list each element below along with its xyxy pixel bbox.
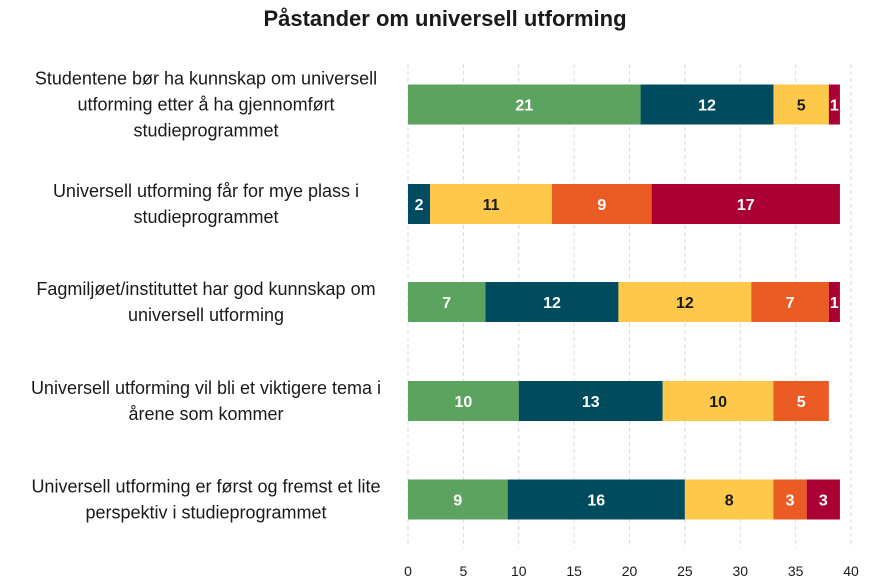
data-label: 3 bbox=[819, 493, 828, 510]
bar-segment bbox=[640, 84, 774, 125]
data-label: 1 bbox=[830, 295, 839, 312]
data-label: 11 bbox=[483, 197, 500, 214]
data-label: 13 bbox=[582, 394, 600, 411]
category-label: utforming etter å ha gjennomført bbox=[77, 95, 334, 115]
data-label: 5 bbox=[797, 98, 806, 115]
x-tick-label: 10 bbox=[511, 563, 527, 579]
category-label: studieprogrammet bbox=[133, 121, 278, 141]
data-label: 3 bbox=[786, 493, 795, 510]
category-label: universell utforming bbox=[128, 305, 284, 325]
bar-segment bbox=[408, 381, 519, 421]
data-label: 10 bbox=[454, 394, 472, 411]
labels-layer: 21 12 5 12 11 9 177 12 12 7 110 13 10 59 16 8 3 3 bbox=[415, 98, 839, 510]
x-tick-label: 0 bbox=[404, 563, 412, 579]
data-label: 17 bbox=[737, 197, 755, 214]
bar-segment bbox=[618, 282, 752, 322]
bar-segment bbox=[773, 84, 829, 125]
bar-segment bbox=[408, 479, 508, 520]
data-label: 5 bbox=[797, 394, 806, 411]
data-label: 9 bbox=[453, 493, 462, 510]
x-tick-label: 25 bbox=[677, 563, 693, 579]
bar-segment bbox=[408, 282, 486, 322]
bars-layer bbox=[408, 84, 840, 520]
data-label: 7 bbox=[786, 295, 795, 312]
bar-segment bbox=[551, 184, 652, 224]
bar-segment bbox=[408, 84, 641, 125]
bar-segment bbox=[408, 184, 431, 224]
x-tick-label: 40 bbox=[843, 563, 859, 579]
category-label: perspektiv i studieprogrammet bbox=[85, 503, 326, 523]
data-label: 12 bbox=[543, 295, 561, 312]
bar-segment bbox=[828, 84, 840, 125]
bar-segment bbox=[662, 381, 774, 421]
x-tick-label: 35 bbox=[788, 563, 804, 579]
bar-segment bbox=[773, 381, 829, 421]
data-label: 10 bbox=[709, 394, 727, 411]
data-label: 2 bbox=[415, 197, 424, 214]
category-label: Universell utforming vil bli et viktiger… bbox=[31, 378, 381, 398]
x-tick-label: 5 bbox=[459, 563, 467, 579]
data-label: 1 bbox=[830, 98, 839, 115]
category-label: studieprogrammet bbox=[133, 207, 278, 227]
bar-segment bbox=[651, 184, 840, 224]
bar-segment bbox=[806, 479, 840, 520]
bar-segment bbox=[507, 479, 685, 520]
category-label: Universell utforming får for mye plass i bbox=[53, 181, 359, 201]
data-label: 7 bbox=[442, 295, 451, 312]
data-label: 8 bbox=[725, 493, 734, 510]
category-label: Fagmiljøet/instituttet har god kunnskap … bbox=[36, 279, 375, 299]
x-tick-label: 15 bbox=[566, 563, 582, 579]
bar-segment bbox=[518, 381, 663, 421]
x-tick-label: 30 bbox=[732, 563, 748, 579]
data-label: 12 bbox=[698, 98, 716, 115]
chart-title: Påstander om universell utforming bbox=[263, 6, 626, 31]
bar-segment bbox=[485, 282, 619, 322]
bar-segment bbox=[828, 282, 840, 322]
x-tick-label: 20 bbox=[622, 563, 638, 579]
bar-segment bbox=[773, 479, 807, 520]
category-label: årene som kommer bbox=[128, 404, 283, 424]
category-labels: Studentene bør ha kunnskap om universell… bbox=[31, 69, 381, 523]
data-label: 21 bbox=[515, 98, 533, 115]
bar-segment bbox=[430, 184, 552, 224]
bar-segment bbox=[751, 282, 829, 322]
x-axis-ticks: 0 5 10 15 20 25 30 35 40 bbox=[404, 563, 859, 579]
category-label: Studentene bør ha kunnskap om universell bbox=[35, 69, 377, 89]
data-label: 12 bbox=[676, 295, 694, 312]
data-label: 16 bbox=[587, 493, 605, 510]
bar-segment bbox=[684, 479, 774, 520]
category-label: Universell utforming er først og fremst … bbox=[31, 477, 380, 497]
data-label: 9 bbox=[597, 197, 606, 214]
